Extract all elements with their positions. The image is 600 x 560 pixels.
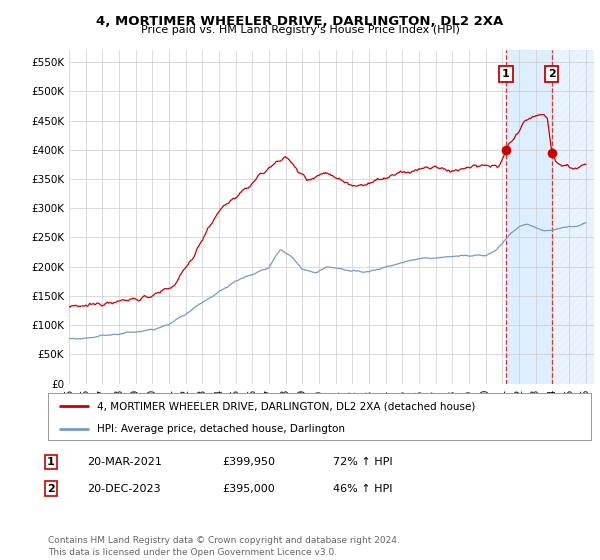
Text: HPI: Average price, detached house, Darlington: HPI: Average price, detached house, Darl… [97, 424, 345, 435]
Text: £399,950: £399,950 [222, 457, 275, 467]
Text: 2: 2 [47, 484, 55, 494]
Bar [506, 50, 552, 384]
Text: 46% ↑ HPI: 46% ↑ HPI [333, 484, 392, 494]
Text: 4, MORTIMER WHEELER DRIVE, DARLINGTON, DL2 2XA (detached house): 4, MORTIMER WHEELER DRIVE, DARLINGTON, D… [97, 401, 475, 411]
Text: 20-DEC-2023: 20-DEC-2023 [87, 484, 161, 494]
Text: Price paid vs. HM Land Registry's House Price Index (HPI): Price paid vs. HM Land Registry's House … [140, 25, 460, 35]
Text: 4, MORTIMER WHEELER DRIVE, DARLINGTON, DL2 2XA: 4, MORTIMER WHEELER DRIVE, DARLINGTON, D… [97, 15, 503, 27]
Text: 72% ↑ HPI: 72% ↑ HPI [333, 457, 392, 467]
Text: Contains HM Land Registry data © Crown copyright and database right 2024.
This d: Contains HM Land Registry data © Crown c… [48, 536, 400, 557]
Text: 20-MAR-2021: 20-MAR-2021 [87, 457, 162, 467]
Text: 2: 2 [548, 69, 556, 79]
Text: 1: 1 [47, 457, 55, 467]
Bar [552, 50, 594, 384]
Text: £395,000: £395,000 [222, 484, 275, 494]
Text: 1: 1 [502, 69, 510, 79]
